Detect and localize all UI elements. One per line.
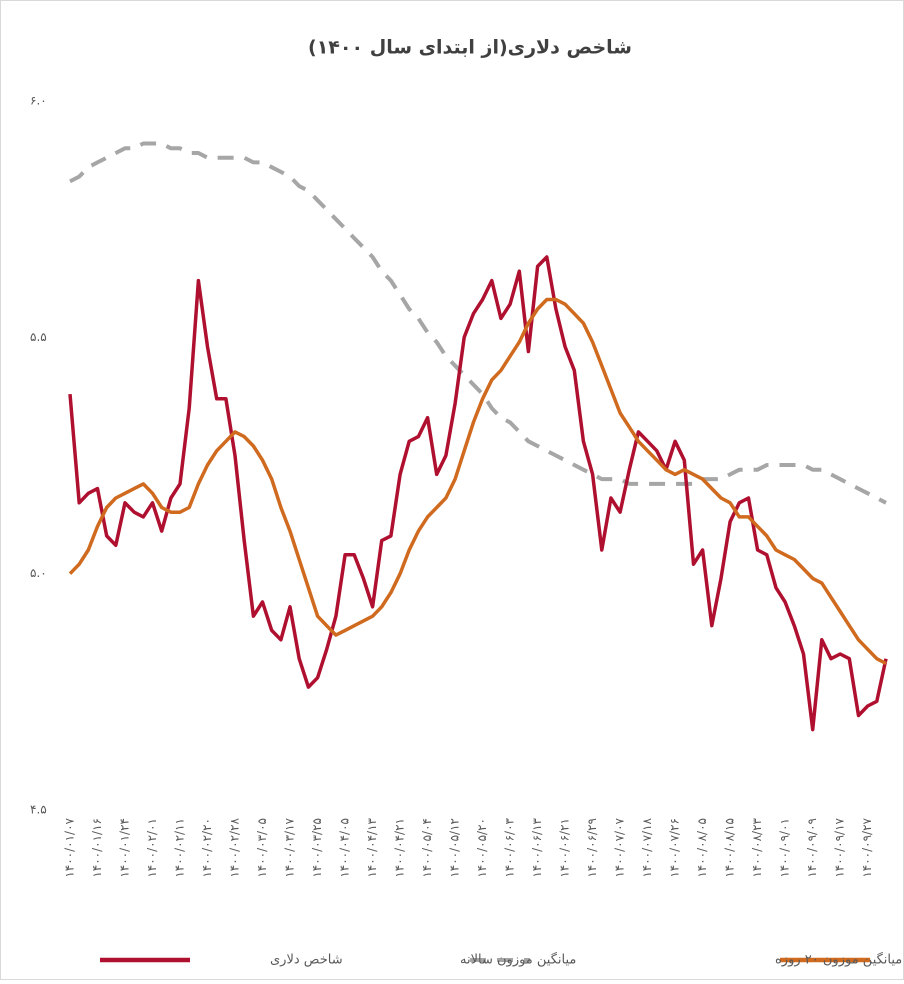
x-tick-label: ۱۴۰۰/۰۵/۰۴ [420, 818, 434, 878]
x-tick-label: ۱۴۰۰/۰۷/۱۸ [640, 817, 654, 877]
x-tick-label: ۱۴۰۰/۰۸/۰۵ [695, 818, 709, 878]
series-line [68, 255, 888, 732]
x-tick-label: ۱۴۰۰/۰۶/۲۱ [558, 818, 572, 878]
x-tick-label: ۱۴۰۰/۰۲/۰۱ [145, 818, 159, 878]
y-tick-label: ۴.۵ [30, 803, 47, 817]
legend-label: شاخص دلاری [270, 953, 343, 968]
series-line [69, 141, 887, 505]
legend-label: میانگین موزون ۲۰ روزه [775, 952, 902, 968]
x-tick-label: ۱۴۰۰/۰۶/۰۳ [503, 817, 517, 877]
x-tick-label: ۱۴۰۰/۰۸/۱۵ [723, 818, 737, 878]
x-tick-label: ۱۴۰۰/۰۷/۲۶ [668, 818, 682, 878]
x-tick-label: ۱۴۰۰/۰۱/۰۷ [63, 817, 77, 877]
x-tick-label: ۱۴۰۰/۰۴/۲۱ [393, 818, 407, 878]
x-tick-label: ۱۴۰۰/۰۱/۲۴ [118, 818, 132, 878]
x-tick-label: ۱۴۰۰/۰۵/۱۲ [448, 818, 462, 878]
x-tick-label: ۱۴۰۰/۰۹/۱۷ [833, 817, 847, 877]
x-tick-label: ۱۴۰۰/۰۳/۱۷ [283, 817, 297, 877]
x-tick-label: ۱۴۰۰/۰۳/۲۵ [310, 818, 324, 878]
chart-title: شاخص دلاری(از ابتدای سال ۱۴۰۰) [308, 37, 632, 59]
series-line [68, 297, 887, 666]
x-tick-label: ۱۴۰۰/۰۲/۲۰ [200, 818, 214, 878]
x-tick-label: ۱۴۰۰/۰۱/۱۶ [90, 818, 104, 878]
y-tick-label: ۶.۰ [30, 94, 47, 108]
x-tick-label: ۱۴۰۰/۰۲/۲۸ [228, 817, 242, 877]
legend-label: میانگین موزون سالانه [460, 952, 576, 968]
x-tick-label: ۱۴۰۰/۰۷/۰۷ [613, 817, 627, 877]
x-tick-label: ۱۴۰۰/۰۹/۰۱ [778, 818, 792, 878]
x-tick-label: ۱۴۰۰/۰۸/۲۳ [750, 817, 764, 877]
x-tick-label: ۱۴۰۰/۰۲/۱۱ [173, 818, 187, 878]
x-tick-label: ۱۴۰۰/۰۴/۰۵ [338, 818, 352, 878]
x-tick-label: ۱۴۰۰/۰۳/۰۵ [255, 818, 269, 878]
y-tick-label: ۵.۵ [30, 330, 47, 344]
x-tick-label: ۱۴۰۰/۰۶/۱۳ [530, 817, 544, 877]
x-tick-label: ۱۴۰۰/۰۵/۲۰ [475, 818, 489, 878]
y-tick-label: ۵.۰ [30, 566, 47, 580]
x-tick-label: ۱۴۰۰/۰۴/۱۳ [365, 817, 379, 877]
x-tick-label: ۱۴۰۰/۰۹/۲۷ [860, 817, 874, 877]
x-tick-label: ۱۴۰۰/۰۹/۰۹ [805, 818, 819, 878]
x-tick-label: ۱۴۰۰/۰۶/۲۹ [585, 818, 599, 878]
